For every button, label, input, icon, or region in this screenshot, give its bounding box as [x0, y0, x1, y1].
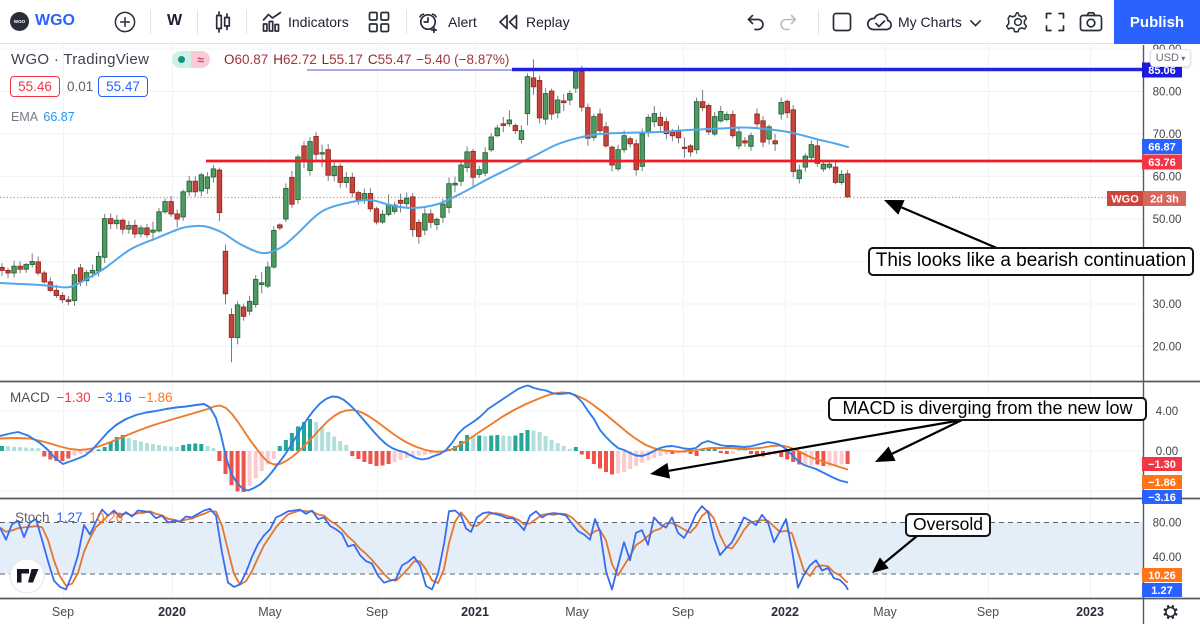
- svg-text:2023: 2023: [1076, 605, 1104, 619]
- svg-text:63.76: 63.76: [1148, 157, 1176, 169]
- svg-text:WGO: WGO: [1111, 194, 1139, 206]
- svg-text:80.00: 80.00: [1153, 87, 1182, 99]
- svg-text:May: May: [873, 605, 897, 619]
- svg-text:70.00: 70.00: [1153, 129, 1182, 141]
- svg-text:Sep: Sep: [977, 605, 999, 619]
- svg-text:85.06: 85.06: [1148, 65, 1176, 77]
- svg-text:30.00: 30.00: [1153, 299, 1182, 311]
- svg-text:50.00: 50.00: [1153, 214, 1182, 226]
- svg-text:60.00: 60.00: [1153, 172, 1182, 184]
- svg-text:4.00: 4.00: [1156, 406, 1178, 418]
- svg-text:80.00: 80.00: [1153, 518, 1182, 530]
- svg-text:2d 3h: 2d 3h: [1150, 194, 1179, 206]
- svg-text:20.00: 20.00: [1153, 342, 1182, 354]
- svg-text:May: May: [565, 605, 589, 619]
- svg-text:−1.86: −1.86: [1148, 477, 1176, 489]
- svg-text:−3.16: −3.16: [1148, 492, 1176, 504]
- svg-text:66.87: 66.87: [1148, 142, 1176, 154]
- svg-text:0.00: 0.00: [1156, 446, 1178, 458]
- svg-text:2021: 2021: [461, 605, 489, 619]
- svg-text:2022: 2022: [771, 605, 799, 619]
- svg-text:40.00: 40.00: [1153, 552, 1182, 564]
- svg-text:10.26: 10.26: [1148, 570, 1176, 582]
- svg-text:Sep: Sep: [672, 605, 694, 619]
- svg-text:2020: 2020: [158, 605, 186, 619]
- svg-text:Sep: Sep: [366, 605, 388, 619]
- svg-text:Sep: Sep: [52, 605, 74, 619]
- svg-text:1.27: 1.27: [1151, 585, 1172, 597]
- svg-text:May: May: [258, 605, 282, 619]
- svg-text:−1.30: −1.30: [1148, 459, 1176, 471]
